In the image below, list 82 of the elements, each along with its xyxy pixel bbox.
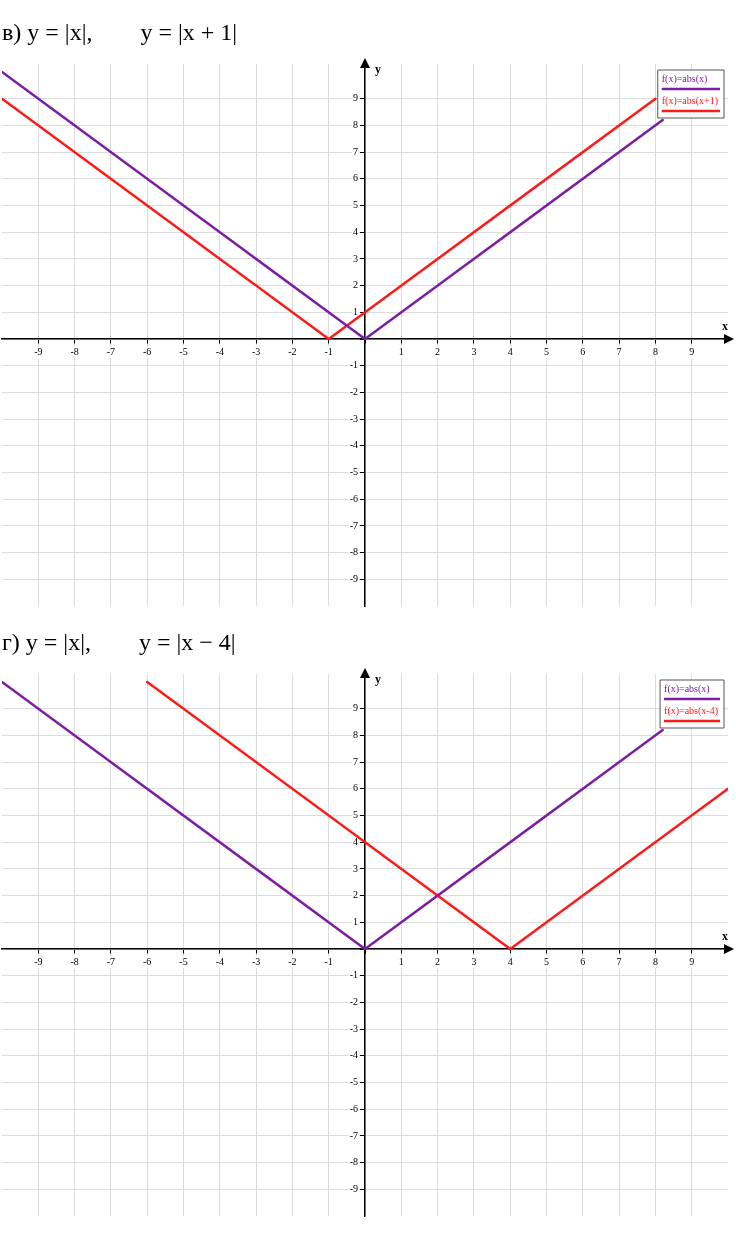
x-tick-label: -2 (288, 955, 297, 967)
y-tick-label: 7 (353, 755, 358, 767)
x-tick-label: -9 (34, 955, 43, 967)
x-tick-label: -9 (34, 345, 43, 357)
x-tick-label: 2 (435, 345, 441, 357)
x-tick-label: -5 (179, 955, 188, 967)
x-tick-label: 9 (689, 955, 695, 967)
y-tick-label: -2 (349, 386, 359, 398)
y-tick-label: 1 (353, 915, 358, 927)
chart-title: в) y = |x|, y = |x + 1| (1, 18, 239, 47)
y-tick-label: -6 (349, 492, 359, 504)
y-tick-label: -8 (349, 1156, 359, 1168)
chart-title: г) y = |x|, y = |x − 4| (1, 628, 237, 657)
y-tick-label: 6 (353, 172, 358, 184)
y-tick-label: 9 (353, 702, 358, 714)
x-tick-label: 3 (471, 955, 477, 967)
y-tick-label: -7 (349, 1129, 359, 1141)
series-label: f(x)=abs(x+1) (661, 94, 719, 107)
y-tick-label: -9 (349, 1182, 359, 1194)
y-tick-label: 2 (353, 889, 358, 901)
x-tick-label: 8 (652, 955, 658, 967)
x-tick-label: 1 (398, 345, 404, 357)
x-tick-label: -8 (70, 955, 79, 967)
y-tick-label: 4 (353, 835, 358, 847)
y-tick-label: 6 (353, 782, 358, 794)
x-tick-label: -6 (143, 345, 152, 357)
x-tick-label: -5 (179, 345, 188, 357)
x-tick-label: 4 (507, 955, 513, 967)
x-tick-label: 2 (435, 955, 441, 967)
x-tick-label: -3 (251, 955, 261, 967)
text: f(x)=abs(x) (661, 72, 708, 85)
y-tick-label: -9 (349, 572, 359, 584)
x-axis-title: x (722, 929, 728, 944)
x-tick-label: 1 (398, 955, 404, 967)
y-tick-label: 9 (353, 92, 358, 104)
x-tick-label: 5 (544, 345, 549, 357)
y-tick-label: 3 (353, 862, 358, 874)
y-tick-label: 8 (353, 119, 358, 131)
x-tick-label: 8 (652, 345, 658, 357)
y-tick-label: -5 (349, 466, 359, 478)
y-axis-title: y (375, 62, 381, 77)
y-tick-label: -5 (349, 1076, 359, 1088)
y-tick-label: -8 (349, 546, 359, 558)
x-tick-label: 4 (507, 345, 513, 357)
x-tick-label: 5 (544, 955, 549, 967)
x-tick-label: -1 (324, 955, 333, 967)
x-tick-label: -8 (70, 345, 79, 357)
x-tick-label: -2 (288, 345, 297, 357)
y-tick-label: 2 (353, 279, 358, 291)
y-tick-label: 1 (353, 305, 358, 317)
y-tick-label: 8 (353, 729, 358, 741)
text: f(x)=abs(x) (664, 682, 710, 695)
x-tick-label: 6 (580, 955, 586, 967)
x-tick-label: -6 (143, 955, 152, 967)
x-tick-label: -7 (106, 345, 116, 357)
y-tick-label: -3 (349, 412, 359, 424)
x-tick-label: 3 (471, 345, 477, 357)
x-tick-label: -4 (215, 955, 224, 967)
x-tick-label: 7 (616, 345, 622, 357)
y-tick-label: -7 (349, 519, 359, 531)
y-axis-title: y (375, 672, 381, 687)
y-tick-label: 5 (353, 809, 358, 821)
y-tick-label: -1 (349, 359, 359, 371)
y-tick-label: 5 (353, 199, 358, 211)
y-tick-label: 3 (353, 252, 358, 264)
x-tick-label: -7 (106, 955, 116, 967)
y-tick-label: -1 (349, 969, 359, 981)
x-tick-label: 9 (689, 345, 695, 357)
x-tick-label: 7 (616, 955, 622, 967)
x-tick-label: -3 (251, 345, 261, 357)
x-axis-title: x (722, 319, 728, 334)
y-tick-label: -6 (349, 1102, 359, 1114)
x-tick-label: -4 (215, 345, 224, 357)
y-tick-label: -3 (349, 1022, 359, 1034)
y-tick-label: -4 (349, 1049, 359, 1061)
x-tick-label: 6 (580, 345, 586, 357)
y-tick-label: -4 (349, 439, 359, 451)
y-tick-label: 7 (353, 145, 358, 157)
y-tick-label: 4 (353, 225, 358, 237)
x-tick-label: -1 (324, 345, 333, 357)
y-tick-label: -2 (349, 996, 359, 1008)
text: f(x)=abs(x-4) (664, 704, 718, 717)
